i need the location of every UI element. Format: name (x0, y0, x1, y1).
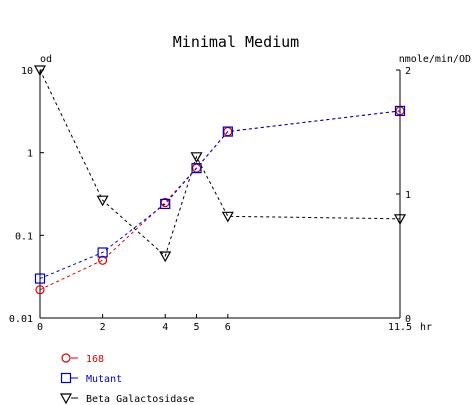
data-point-mutant (34, 273, 46, 284)
data-point-beta-galactosidase (96, 195, 109, 207)
data-point-168 (35, 285, 45, 295)
legend-marker-168 (61, 353, 71, 363)
data-point-mutant (394, 105, 406, 117)
left-axis-label: od (40, 54, 52, 65)
data-point-mutant (191, 163, 202, 174)
data-point-mutant (160, 198, 171, 210)
series-line-168 (39, 110, 401, 291)
x-tick-label: 2 (100, 322, 106, 333)
series-lines (39, 69, 401, 291)
legend: 168 Mutant Beta Galactosidase (59, 353, 194, 405)
x-tick-label: 11.5 (388, 322, 412, 333)
x-tick-label: 0 (37, 322, 43, 333)
data-point-beta-galactosidase (159, 251, 172, 263)
left-tick-label: 1 (27, 149, 33, 160)
data-point-beta-galactosidase (221, 211, 234, 223)
data-point-beta-galactosidase (393, 214, 407, 226)
x-axis-label: hr (420, 322, 432, 333)
left-tick-label: 10 (21, 66, 33, 77)
series-line-beta-galactosidase (39, 69, 401, 257)
legend-marker-beta-galactosidase (59, 393, 73, 405)
right-tick-label: 2 (405, 66, 411, 77)
legend-label-beta-galactosidase: Beta Galactosidase (86, 394, 194, 405)
left-tick-label: 0.1 (15, 231, 33, 242)
data-point-mutant (222, 126, 233, 137)
x-tick-label: 5 (194, 322, 200, 333)
data-point-168 (98, 255, 108, 265)
left-tick-label: 0.01 (9, 314, 33, 325)
x-tick-label: 6 (225, 322, 231, 333)
chart-title: Minimal Medium (173, 33, 299, 51)
right-axis-label: nmole/min/OD (399, 54, 471, 65)
series-markers (33, 65, 407, 295)
data-point-mutant (97, 247, 108, 258)
legend-label-168: 168 (86, 354, 104, 365)
legend-label-mutant: Mutant (86, 374, 122, 385)
legend-marker-mutant (60, 372, 72, 384)
right-tick-label: 0 (405, 314, 411, 325)
x-tick-label: 4 (162, 322, 168, 333)
data-point-beta-galactosidase (190, 152, 203, 164)
right-tick-label: 1 (405, 190, 411, 201)
data-point-beta-galactosidase (33, 65, 47, 77)
series-line-mutant (39, 110, 401, 280)
